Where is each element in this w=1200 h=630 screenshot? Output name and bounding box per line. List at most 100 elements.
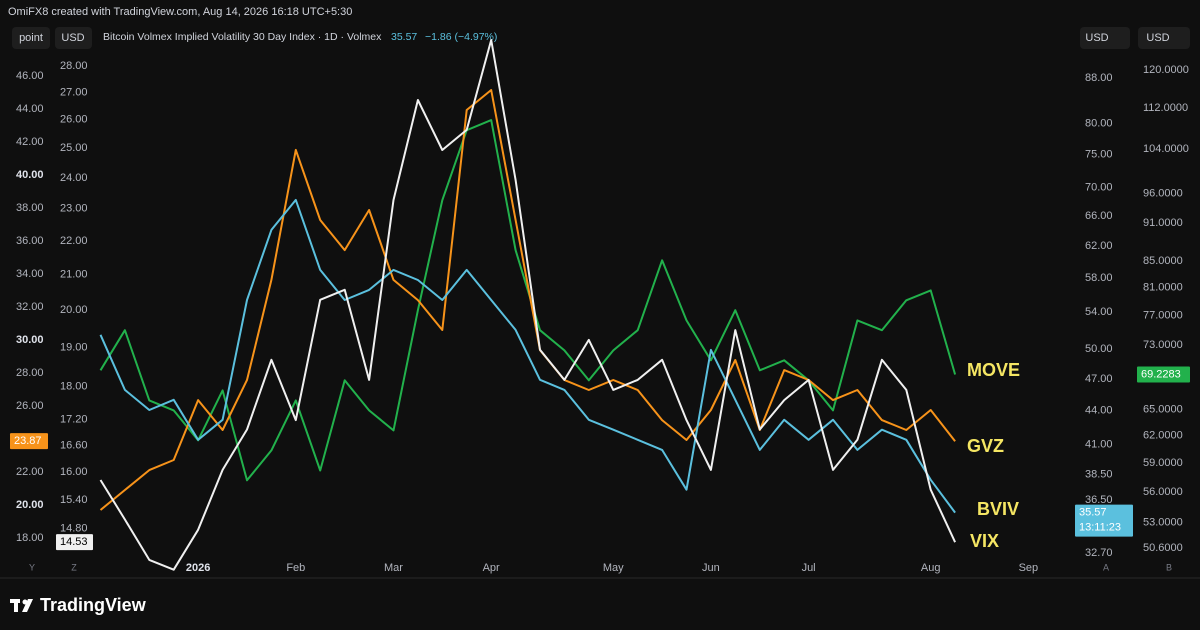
y-tick-label: 34.00 (16, 268, 44, 280)
y-tick-label: 24.00 (60, 172, 88, 184)
x-tick-label: Feb (286, 562, 305, 574)
brand-logo (10, 599, 33, 612)
y-tick-label: 36.00 (16, 235, 44, 247)
y-tick-label: 27.00 (60, 86, 88, 98)
x-tick-label: May (603, 562, 624, 574)
y-tick-label: 21.00 (60, 269, 88, 281)
y-tick-label: 15.40 (60, 494, 88, 506)
y-tick-label: 28.00 (16, 367, 44, 379)
y-tick-label: 32.00 (16, 301, 44, 313)
x-tick-label: Apr (483, 562, 500, 574)
button[interactable]: USD (1146, 32, 1169, 44)
series-line (99, 89, 956, 511)
y-tick-label: 22.00 (60, 235, 88, 247)
axis-letter: Y (29, 562, 35, 572)
y-tick-label: 20.00 (16, 499, 44, 511)
axis-letter: A (1103, 562, 1109, 572)
y-tick-label: 26.00 (60, 114, 88, 126)
button[interactable]: USD (1085, 32, 1108, 44)
last-value-box (56, 534, 93, 551)
y-tick-label: 41.00 (1085, 438, 1113, 450)
x-tick-label: Sep (1019, 562, 1039, 574)
y-tick-label: 17.20 (60, 414, 88, 426)
y-tick-label: 85.0000 (1143, 255, 1183, 267)
y-tick-label: 53.0000 (1143, 516, 1183, 528)
y-tick-label: 32.70 (1085, 547, 1113, 559)
y-tick-label: 70.00 (1085, 182, 1113, 194)
last-price: 35.57 (391, 31, 417, 43)
x-tick-label: Jun (702, 562, 720, 574)
y-tick-label: 36.50 (1085, 494, 1113, 506)
y-tick-label: 16.60 (60, 439, 88, 451)
last-value-label: 69.2283 (1141, 368, 1181, 380)
y-tick-label: 16.00 (60, 466, 88, 478)
y-tick-label: 28.00 (60, 60, 88, 72)
series-annotation: GVZ (967, 436, 1004, 456)
series-annotation: BVIV (977, 499, 1019, 519)
y-tick-label: 54.00 (1085, 306, 1113, 318)
countdown: 13:11:23 (1079, 522, 1121, 534)
axis-letter: Z (71, 562, 77, 572)
y-tick-label: 44.00 (16, 103, 44, 115)
y-tick-label: 112.0000 (1143, 102, 1188, 114)
axis-letter: B (1166, 562, 1172, 572)
last-value-label: 23.87 (14, 435, 42, 447)
chart-title: Bitcoin Volmex Implied Volatility 30 Day… (103, 31, 382, 43)
button-bg (1138, 27, 1190, 49)
y-tick-label: 26.00 (16, 400, 44, 412)
y-tick-label: 19.00 (60, 341, 88, 353)
y-tick-label: 46.00 (16, 70, 44, 82)
y-tick-label: 56.0000 (1143, 486, 1183, 498)
y-tick-label: 96.0000 (1143, 188, 1183, 200)
button[interactable]: point (19, 32, 43, 44)
y-tick-label: 58.00 (1085, 272, 1113, 284)
y-tick-label: 65.0000 (1143, 403, 1183, 415)
watermark: OmiFX8 created with TradingView.com, Aug… (8, 6, 352, 18)
series-line (99, 198, 956, 514)
y-tick-label: 14.80 (60, 523, 88, 535)
y-tick-label: 66.00 (1085, 210, 1113, 222)
y-tick-label: 120.0000 (1143, 64, 1189, 76)
y-tick-label: 38.00 (16, 202, 44, 214)
series-annotation: VIX (970, 531, 999, 551)
last-value-box (1075, 504, 1133, 537)
series-line (99, 39, 957, 571)
y-tick-label: 73.0000 (1143, 339, 1183, 351)
y-tick-label: 50.6000 (1143, 542, 1183, 554)
y-tick-label: 20.00 (60, 304, 88, 316)
button-bg (1080, 27, 1130, 49)
y-tick-label: 18.00 (60, 381, 88, 393)
y-tick-label: 40.00 (16, 169, 44, 181)
x-tick-label: Jul (802, 562, 816, 574)
y-tick-label: 104.0000 (1143, 143, 1189, 155)
plot-area (99, 39, 957, 571)
last-value-label: 14.53 (60, 536, 88, 548)
x-tick-label: 2026 (186, 562, 210, 574)
y-tick-label: 38.50 (1085, 469, 1113, 481)
y-tick-label: 30.00 (16, 334, 44, 346)
y-tick-label: 62.00 (1085, 240, 1113, 252)
y-tick-label: 42.00 (16, 136, 44, 148)
y-tick-label: 81.0000 (1143, 282, 1183, 294)
y-tick-label: 77.0000 (1143, 310, 1183, 322)
y-tick-label: 23.00 (60, 203, 88, 215)
button-bg (12, 27, 50, 49)
button[interactable]: USD (61, 32, 84, 44)
y-tick-label: 62.0000 (1143, 429, 1183, 441)
y-tick-label: 59.0000 (1143, 457, 1183, 469)
last-value-box (10, 433, 48, 450)
y-tick-label: 91.0000 (1143, 217, 1183, 229)
button-bg (55, 27, 92, 49)
y-tick-label: 25.00 (60, 142, 88, 154)
brand: TradingView (40, 595, 147, 615)
y-tick-label: 44.00 (1085, 405, 1113, 417)
x-tick-label: Aug (921, 562, 941, 574)
y-tick-label: 18.00 (16, 532, 44, 544)
y-tick-label: 80.00 (1085, 118, 1113, 130)
y-tick-label: 88.00 (1085, 72, 1113, 84)
last-value-label: 35.57 (1079, 507, 1107, 519)
y-tick-label: 75.00 (1085, 149, 1113, 161)
x-tick-label: Mar (384, 562, 403, 574)
